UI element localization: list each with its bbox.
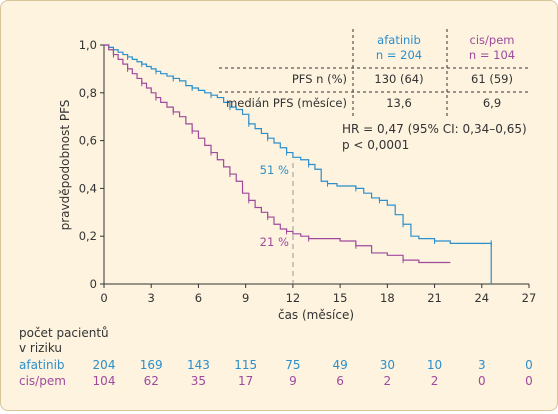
- risk-value-cispem: 9: [289, 374, 297, 388]
- table-row1-label: PFS n (%): [292, 72, 347, 86]
- y-tick-label: 0: [90, 277, 97, 291]
- table-row2-label: medián PFS (měsíce): [226, 96, 347, 110]
- p-value-annotation: p < 0,0001: [342, 138, 409, 152]
- x-tick-label: 21: [427, 291, 442, 305]
- risk-value-cispem: 2: [431, 374, 439, 388]
- risk-value-afatinib: 30: [380, 358, 395, 372]
- table-row2-cispem: 6,9: [483, 96, 501, 110]
- risk-row-label-cispem: cis/pem: [19, 374, 66, 388]
- y-tick-label: 0,4: [79, 181, 97, 195]
- x-axis-label: čas (měsíce): [278, 308, 354, 322]
- risk-value-afatinib: 49: [332, 358, 347, 372]
- y-tick-label: 1,0: [79, 38, 97, 52]
- x-tick-label: 3: [148, 291, 155, 305]
- x-tick-label: 24: [474, 291, 489, 305]
- y-tick-label: 0,6: [79, 134, 97, 148]
- risk-value-cispem: 35: [191, 374, 206, 388]
- risk-value-cispem: 62: [144, 374, 159, 388]
- risk-table-title-2: v riziku: [19, 341, 62, 355]
- median-label-cispem: 21 %: [260, 235, 289, 249]
- x-tick-label: 15: [333, 291, 348, 305]
- risk-value-afatinib: 3: [478, 358, 486, 372]
- risk-value-cispem: 17: [238, 374, 253, 388]
- summary-table: afatinib n = 204 cis/pem n = 104 PFS n (…: [219, 29, 531, 117]
- x-tick-label: 0: [100, 291, 107, 305]
- risk-row-label-afatinib: afatinib: [19, 358, 65, 372]
- x-tick-label: 18: [380, 291, 395, 305]
- risk-value-afatinib: 169: [140, 358, 163, 372]
- risk-value-cispem: 0: [525, 374, 533, 388]
- table-row2-afatinib: 13,6: [386, 96, 412, 110]
- risk-value-afatinib: 204: [93, 358, 116, 372]
- y-tick-label: 0,2: [79, 229, 97, 243]
- risk-table-title-1: počet pacientů: [19, 326, 109, 340]
- x-tick-label: 6: [195, 291, 202, 305]
- risk-value-afatinib: 0: [525, 358, 533, 372]
- risk-value-cispem: 104: [93, 374, 116, 388]
- risk-value-afatinib: 10: [427, 358, 442, 372]
- risk-value-afatinib: 143: [187, 358, 210, 372]
- risk-value-cispem: 0: [478, 374, 486, 388]
- y-tick-label: 0,8: [79, 86, 97, 100]
- risk-value-cispem: 2: [384, 374, 392, 388]
- x-tick-label: 9: [242, 291, 249, 305]
- table-header-afatinib: afatinib: [377, 33, 421, 47]
- table-header-cispem: cis/pem: [470, 33, 515, 47]
- table-header-afatinib-n: n = 204: [376, 48, 422, 62]
- median-label-afatinib: 51 %: [260, 163, 289, 177]
- risk-value-afatinib: 115: [234, 358, 257, 372]
- hazard-ratio-annotation: HR = 0,47 (95% CI: 0,34–0,65): [342, 122, 527, 136]
- x-tick-label: 27: [522, 291, 537, 305]
- km-curve-cispem: [104, 44, 451, 264]
- table-header-cispem-n: n = 104: [469, 48, 515, 62]
- y-axis-label: pravděpodobnost PFS: [58, 100, 72, 231]
- risk-table: počet pacientů v riziku afatinib cis/pem…: [19, 326, 533, 388]
- table-row1-afatinib: 130 (64): [374, 72, 423, 86]
- x-tick-label: 12: [286, 291, 301, 305]
- risk-value-cispem: 6: [336, 374, 344, 388]
- risk-value-afatinib: 75: [285, 358, 300, 372]
- table-row1-cispem: 61 (59): [471, 72, 513, 86]
